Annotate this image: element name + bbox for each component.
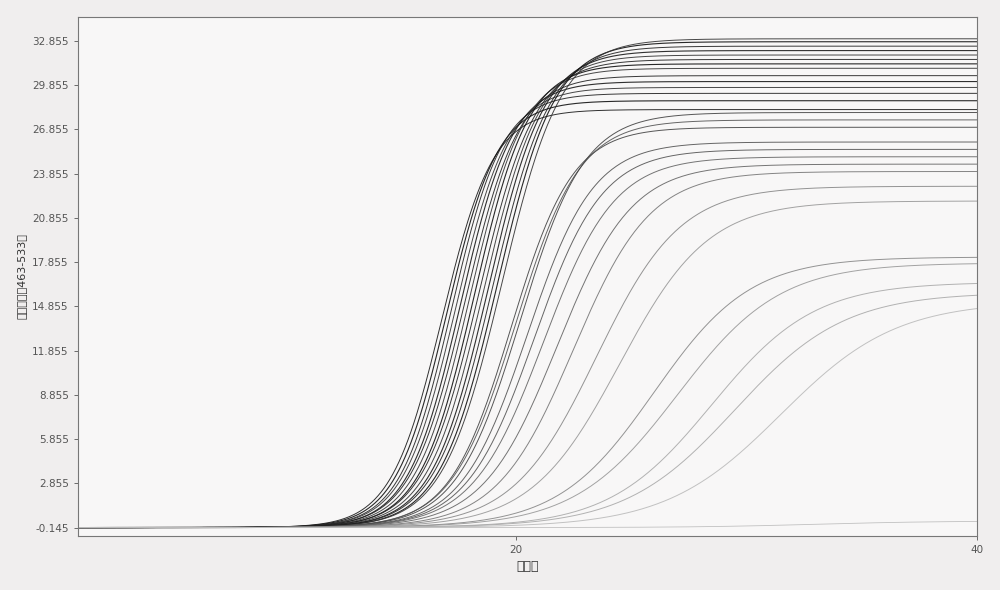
Y-axis label: 荆光信号（463-533）: 荆光信号（463-533） (17, 233, 27, 319)
X-axis label: 循环数: 循环数 (516, 560, 539, 573)
